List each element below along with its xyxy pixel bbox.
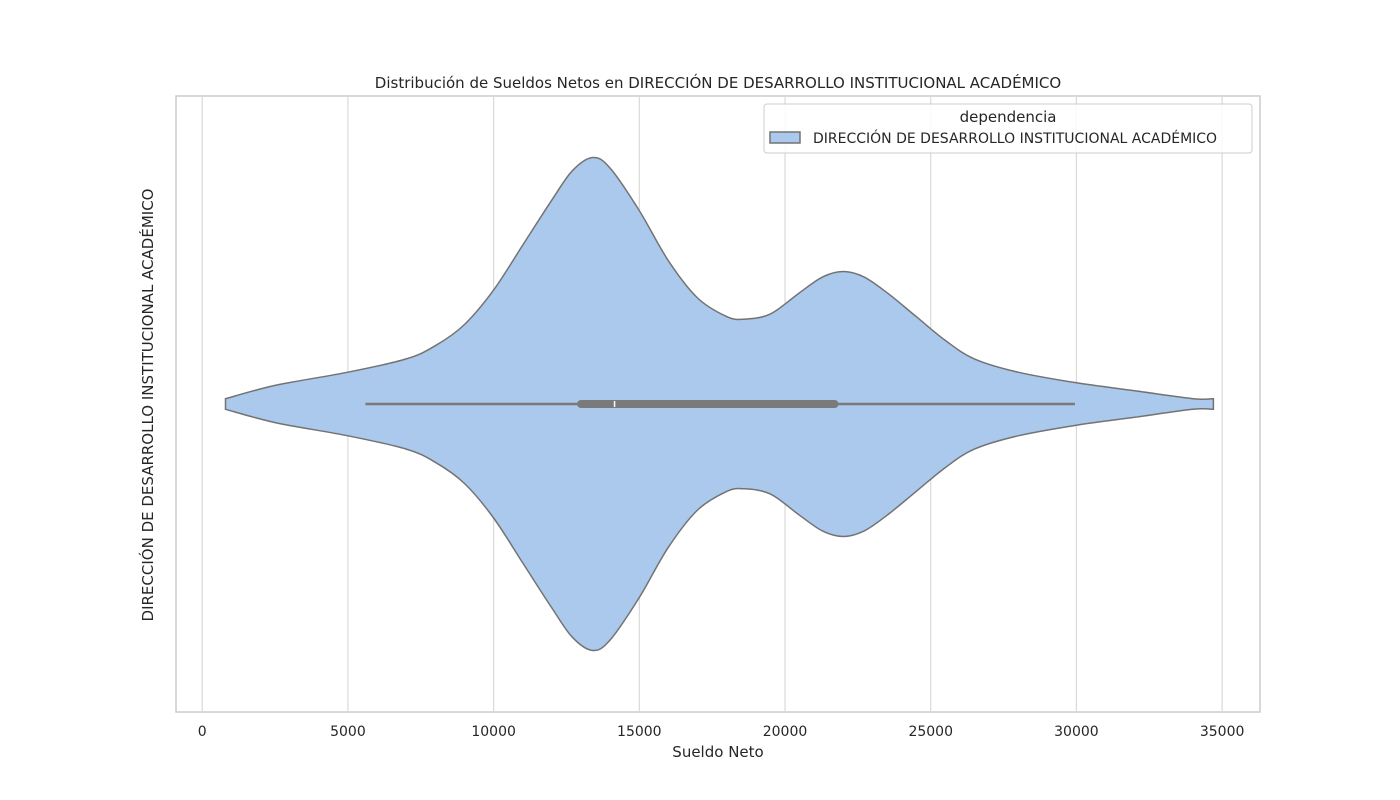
legend-frame xyxy=(763,103,1253,154)
x-axis-title: Sueldo Neto xyxy=(672,743,763,761)
legend-title: dependencia xyxy=(960,108,1057,126)
x-tick-label: 0 xyxy=(198,724,207,740)
x-tick-label: 35000 xyxy=(1200,724,1245,740)
inner-box-layer xyxy=(365,400,1075,408)
chart-title: Distribución de Sueldos Netos en DIRECCI… xyxy=(375,73,1061,92)
x-tick-label: 20000 xyxy=(763,724,808,740)
x-tick-labels: 0 5000 10000 15000 20000 25000 30000 35000 xyxy=(198,724,1245,740)
legend-entry-label: DIRECCIÓN DE DESARROLLO INSTITUCIONAL AC… xyxy=(813,129,1217,147)
x-tick-label: 30000 xyxy=(1054,724,1099,740)
x-tick-label: 15000 xyxy=(617,724,662,740)
legend: dependencia DIRECCIÓN DE DESARROLLO INST… xyxy=(763,103,1253,154)
y-axis-title: DIRECCIÓN DE DESARROLLO INSTITUCIONAL AC… xyxy=(138,189,157,622)
x-tick-label: 5000 xyxy=(330,724,366,740)
x-tick-label: 25000 xyxy=(908,724,953,740)
x-tick-label: 10000 xyxy=(471,724,516,740)
legend-swatch xyxy=(769,131,801,144)
